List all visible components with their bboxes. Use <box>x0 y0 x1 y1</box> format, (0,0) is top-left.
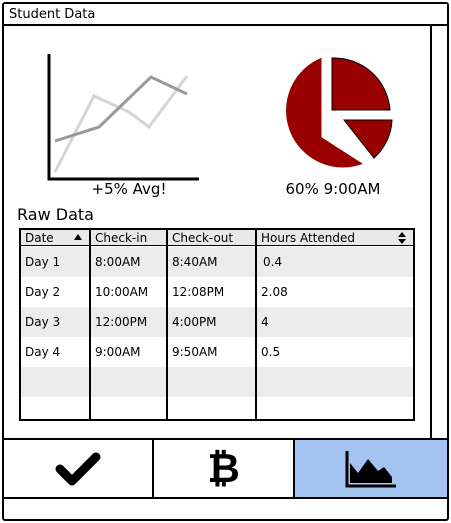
cell-check-in: 10:00AM <box>95 285 149 299</box>
cell-check-out: 12:08PM <box>172 285 225 299</box>
raw-data-table: Date Check-in Check-out Hours Attended D… <box>19 228 415 421</box>
table-row[interactable]: Day 2 10:00AM 12:08PM 2.08 <box>21 277 413 307</box>
column-header-label: Check-out <box>172 231 234 245</box>
cell-check-in: 8:00AM <box>95 255 141 269</box>
line-chart-series-light <box>53 75 189 173</box>
line-chart-caption: +5% Avg! <box>91 180 167 198</box>
area-chart-icon <box>345 450 396 487</box>
sort-both-icon <box>398 232 406 244</box>
bitcoin-icon: ₿ <box>207 445 240 492</box>
line-chart-series-dark <box>54 75 188 143</box>
raw-data-title: Raw Data <box>17 205 94 224</box>
pie-top-slice <box>331 57 391 111</box>
table-row-empty <box>21 367 413 397</box>
cell-hours: 0.4 <box>263 255 283 269</box>
cell-date: Day 3 <box>25 315 61 329</box>
line-chart-icon <box>47 54 199 181</box>
column-header-hours-attended[interactable]: Hours Attended <box>257 230 413 246</box>
sort-ascending-icon <box>74 234 82 240</box>
table-row-empty <box>21 397 413 419</box>
bottom-tab-bar: ₿ <box>4 438 447 499</box>
pie-chart-caption: 60% 9:00AM <box>285 180 381 198</box>
cell-hours: 2.08 <box>261 285 288 299</box>
column-header-label: Check-in <box>95 231 148 245</box>
cell-date: Day 2 <box>25 285 61 299</box>
cell-check-in: 12:00PM <box>95 315 148 329</box>
cell-check-out: 8:40AM <box>172 255 218 269</box>
cell-check-out: 9:50AM <box>172 345 218 359</box>
column-divider <box>255 230 257 419</box>
tab-bitcoin[interactable]: ₿ <box>154 440 295 497</box>
window-title: Student Data <box>9 7 96 22</box>
cell-date: Day 1 <box>25 255 61 269</box>
column-divider <box>89 230 91 419</box>
column-header-check-in[interactable]: Check-in <box>91 230 166 246</box>
tab-area-chart[interactable] <box>295 440 447 497</box>
cell-hours: 4 <box>261 315 269 329</box>
line-chart-axes <box>47 54 199 181</box>
column-header-date[interactable]: Date <box>21 230 89 246</box>
cell-check-out: 4:00PM <box>172 315 217 329</box>
table-header: Date Check-in Check-out Hours Attended <box>21 230 413 246</box>
tab-check[interactable] <box>4 440 154 497</box>
column-header-check-out[interactable]: Check-out <box>168 230 255 246</box>
table-row[interactable]: Day 3 12:00PM 4:00PM 4 <box>21 307 413 337</box>
column-divider <box>166 230 168 419</box>
cell-hours: 0.5 <box>261 345 281 359</box>
cell-check-in: 9:00AM <box>95 345 141 359</box>
cell-date: Day 4 <box>25 345 61 359</box>
column-header-label: Date <box>25 231 54 245</box>
table-row[interactable]: Day 4 9:00AM 9:50AM 0.5 <box>21 337 413 367</box>
checkmark-icon <box>55 452 101 485</box>
main-content: +5% Avg! 60% 9:00AM Raw Data Date Check-… <box>4 26 432 438</box>
pie-chart-icon <box>285 56 393 169</box>
pie-main-slice <box>285 56 366 169</box>
table-row[interactable]: Day 1 8:00AM 8:40AM 0.4 <box>21 247 413 277</box>
column-header-label: Hours Attended <box>261 231 355 245</box>
pie-right-slice <box>342 119 393 159</box>
title-bar: Student Data <box>4 4 447 26</box>
status-bar <box>4 501 447 519</box>
